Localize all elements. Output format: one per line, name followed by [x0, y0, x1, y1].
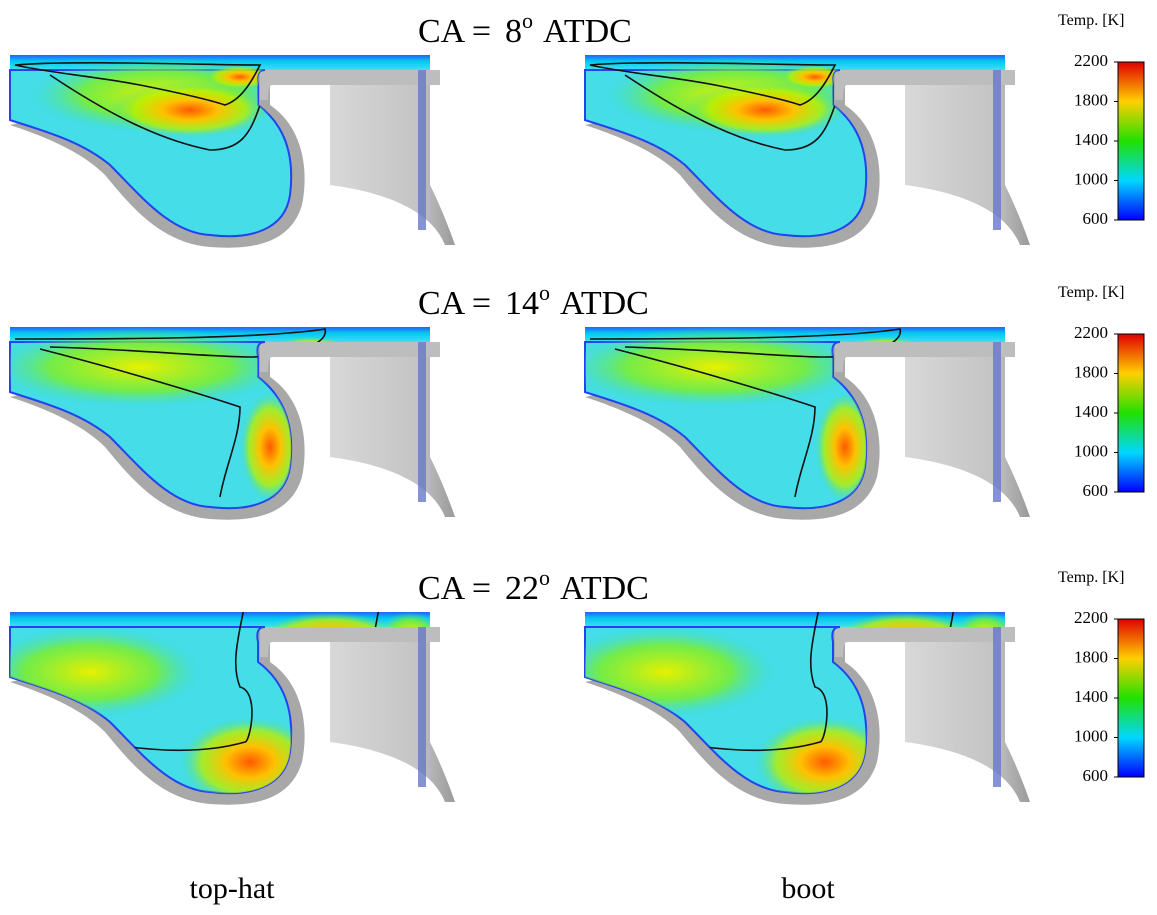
liner-wall — [835, 342, 1015, 372]
title-degree: o — [522, 8, 533, 33]
flame-contour — [589, 61, 837, 151]
colorbar-tick-label: 1400 — [1074, 687, 1108, 706]
colorbar-tick-label: 2200 — [1074, 51, 1108, 70]
liner-strip — [418, 70, 426, 230]
column-label: boot — [781, 872, 835, 905]
liner — [905, 627, 1030, 802]
liner-strip — [993, 342, 1001, 502]
column-label: top-hat — [190, 872, 276, 905]
colorbar-tick-label: 1800 — [1074, 90, 1108, 109]
colorbar-tick-label: 1000 — [1074, 441, 1108, 460]
colorbar — [1117, 333, 1145, 493]
liner-wall — [260, 70, 440, 100]
temperature-blob — [685, 82, 845, 138]
row-title: CA = 14o ATDC — [418, 280, 649, 322]
liner-strip — [993, 70, 1001, 230]
colorbar — [1117, 618, 1145, 778]
title-prefix: CA = — [418, 285, 491, 322]
liner-wall — [260, 342, 440, 372]
row-title: CA = 8o ATDC — [418, 8, 632, 50]
colorbar-tick-label: 600 — [1083, 209, 1109, 228]
colorbar-tick-label: 1800 — [1074, 647, 1108, 666]
contour-panel — [584, 55, 1030, 248]
colorbar-title: Temp. [K] — [1058, 569, 1124, 586]
colorbar — [1117, 61, 1145, 221]
colorbar-tick-label: 1000 — [1074, 169, 1108, 188]
colorbar-title: Temp. [K] — [1058, 284, 1124, 301]
liner-strip — [418, 342, 426, 502]
contour-panel — [584, 612, 1030, 805]
colorbar-tick-label: 600 — [1083, 766, 1109, 785]
hot-zone — [10, 327, 350, 502]
title-degree: o — [539, 280, 550, 305]
title-degree: o — [539, 565, 550, 590]
colorbar-tick-label: 600 — [1083, 481, 1109, 500]
hot-zone — [589, 57, 865, 151]
temperature-blob — [585, 627, 775, 717]
title-prefix: CA = — [418, 13, 491, 50]
colorbar-tick-label: 1400 — [1074, 130, 1108, 149]
colorbar-tick-label: 1800 — [1074, 362, 1108, 381]
temperature-blob — [240, 392, 300, 502]
row-title: CA = 22o ATDC — [418, 565, 649, 607]
title-angle: 22 — [505, 570, 539, 607]
liner-wall — [835, 627, 1015, 657]
liner — [330, 70, 455, 245]
flame-contour — [14, 61, 262, 151]
liner — [905, 70, 1030, 245]
colorbar-tick-label: 2200 — [1074, 608, 1108, 627]
liner-wall — [260, 627, 440, 657]
liner-wall — [835, 70, 1015, 100]
contour-panel — [9, 612, 455, 805]
temperature-blob — [110, 82, 270, 138]
contour-panel — [9, 55, 455, 248]
title-prefix: CA = — [418, 570, 491, 607]
temperature-blob — [815, 392, 875, 502]
hot-zone — [14, 57, 290, 151]
liner-strip — [418, 627, 426, 787]
contour-panel — [9, 327, 455, 520]
title-angle: 8 — [505, 13, 522, 50]
colorbar-tick-label: 1000 — [1074, 726, 1108, 745]
title-suffix: ATDC — [543, 13, 632, 50]
colorbar-tick-label: 2200 — [1074, 323, 1108, 342]
colorbar-title: Temp. [K] — [1058, 12, 1124, 29]
title-angle: 14 — [505, 285, 539, 322]
contour-panel — [584, 327, 1030, 520]
liner — [905, 342, 1030, 517]
liner-strip — [993, 627, 1001, 787]
colorbar-tick-label: 1400 — [1074, 402, 1108, 421]
liner — [330, 627, 455, 802]
title-suffix: ATDC — [560, 285, 649, 322]
liner — [330, 342, 455, 517]
title-suffix: ATDC — [560, 570, 649, 607]
